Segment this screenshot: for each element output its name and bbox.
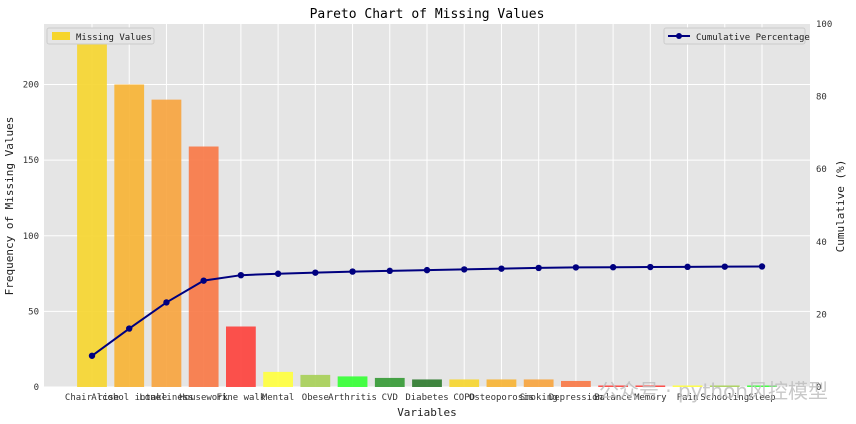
cumulative-point-6 (312, 269, 319, 276)
bar-mental (263, 371, 293, 387)
legend-bars-label: Missing Values (76, 33, 152, 43)
y-tick-label: 100 (23, 232, 39, 242)
bar-arthritis (337, 376, 368, 387)
x-tick-label: COPD (453, 393, 475, 403)
legend-bars-swatch (52, 32, 70, 40)
x-tick-label: Obese (302, 393, 329, 403)
y2-tick-label: 40 (816, 238, 827, 248)
bar-copd (449, 379, 480, 387)
cumulative-point-12 (535, 264, 542, 272)
cumulative-point-18 (758, 263, 766, 270)
cumulative-point-14 (609, 264, 617, 271)
bars (77, 40, 777, 387)
bar-balance (598, 385, 628, 387)
y2-tick-label: 80 (816, 93, 827, 103)
legend-line-marker (676, 33, 682, 39)
x-tick-label: Sleep (748, 393, 775, 403)
y-tick-label: 50 (28, 307, 39, 317)
cumulative-line (88, 263, 766, 359)
y2-tick-label: 20 (816, 310, 827, 320)
cumulative-point-10 (461, 266, 468, 273)
x-tick-label: Loneliness (139, 393, 193, 403)
bar-osteoporosis (486, 379, 517, 387)
bar-housework (188, 146, 219, 387)
cumulative-point-11 (498, 265, 505, 272)
x-tick-label: Osteoporosis (469, 393, 534, 403)
cumulative-point-3 (200, 277, 207, 284)
x-tick-label: Diabetes (405, 393, 448, 403)
cumulative-point-17 (721, 263, 728, 270)
bar-diabetes (412, 379, 442, 387)
watermark: 公众号 · python风控模型 (599, 379, 828, 403)
legend-line-label: Cumulative Percentage (696, 33, 810, 43)
bar-sleep (747, 385, 777, 387)
bar-depression (561, 380, 591, 387)
bar-smoking (523, 379, 554, 387)
cumulative-point-4 (237, 271, 245, 279)
x-tick-label: Arthritis (328, 393, 377, 403)
x-tick-label: Chair rise (65, 393, 119, 403)
x-tick-label: Balance (594, 393, 632, 403)
y-tick-label: 0 (34, 383, 39, 393)
x-tick-label: Pain (677, 393, 699, 403)
y-tick-label: 150 (23, 156, 39, 166)
bar-schooling (709, 385, 740, 387)
cumulative-point-2 (163, 299, 170, 306)
x-tick-label: Mental (262, 393, 295, 403)
x-tick-label: CVD (382, 393, 398, 403)
bar-alcohol-intake (114, 84, 145, 387)
x-tick-label: Smoking (520, 393, 558, 403)
y2-tick-label: 100 (816, 20, 832, 30)
cumulative-point-0 (88, 352, 96, 359)
bar-memory (635, 385, 666, 387)
y2-tick-label: 0 (816, 383, 821, 393)
cumulative-point-8 (386, 267, 393, 275)
x-tick-label: Housework (179, 393, 228, 403)
cumulative-point-9 (423, 266, 431, 274)
x-tick-label: Depression (549, 393, 603, 403)
x-axis-label: Variables (397, 406, 457, 419)
bar-loneliness (151, 99, 182, 387)
legend-line: Cumulative Percentage (663, 27, 810, 45)
bar-fine-walk (226, 326, 256, 387)
bar-chair-rise (77, 40, 107, 387)
cumulative-point-15 (647, 263, 654, 271)
x-tick-label: Fine walk (216, 393, 265, 403)
cumulative-point-13 (572, 264, 580, 271)
x-tick-label: Memory (634, 393, 667, 403)
legend-bars: Missing Values (46, 27, 155, 45)
x-tick-label: Alcohol intake (91, 393, 167, 403)
cumulative-point-1 (126, 325, 133, 332)
cumulative-point-5 (274, 270, 282, 277)
y2-axis-ticks: 0 20 40 60 80 100 (816, 20, 832, 393)
bar-cvd (374, 377, 405, 387)
y-axis-ticks: 0 50 100 150 200 (23, 81, 39, 394)
y-axis-label: Frequency of Missing Values (3, 117, 16, 296)
bar-pain (672, 385, 703, 387)
bar-obese (300, 374, 331, 387)
y2-tick-label: 60 (816, 165, 827, 175)
cumulative-point-16 (684, 263, 691, 271)
y2-axis-label: Cumulative (%) (834, 160, 847, 253)
x-tick-label: Schooling (700, 393, 749, 403)
y-tick-label: 200 (23, 81, 39, 91)
chart-title: Pareto Chart of Missing Values (310, 7, 545, 22)
cumulative-point-7 (349, 268, 356, 275)
